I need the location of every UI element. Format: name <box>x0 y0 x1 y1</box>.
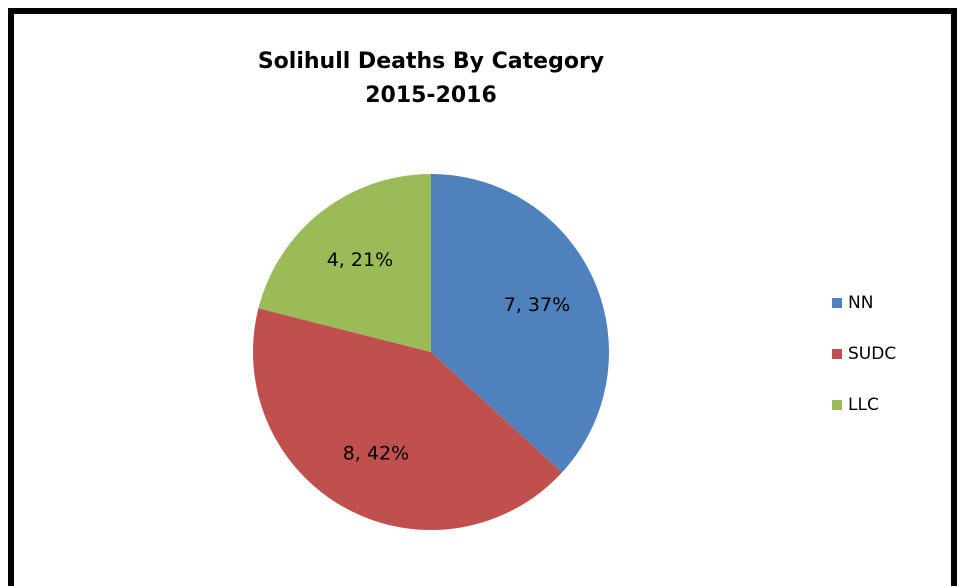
chart-subtitle: 2015-2016 <box>365 83 497 108</box>
legend-label: LLC <box>848 395 879 415</box>
legend-label: NN <box>848 293 873 313</box>
data-label: 8, 42% <box>343 442 409 464</box>
legend-swatch <box>832 349 842 359</box>
legend-swatch <box>832 298 842 308</box>
pie-slice <box>252 308 562 531</box>
legend-label: SUDC <box>848 344 896 364</box>
data-label: 4, 21% <box>327 249 393 271</box>
pie-slice <box>431 174 610 473</box>
pie-slice <box>258 174 431 352</box>
chart-border <box>8 8 957 586</box>
legend-swatch <box>832 400 842 410</box>
chart-title: Solihull Deaths By Category <box>258 49 604 74</box>
data-label: 7, 37% <box>504 294 570 316</box>
